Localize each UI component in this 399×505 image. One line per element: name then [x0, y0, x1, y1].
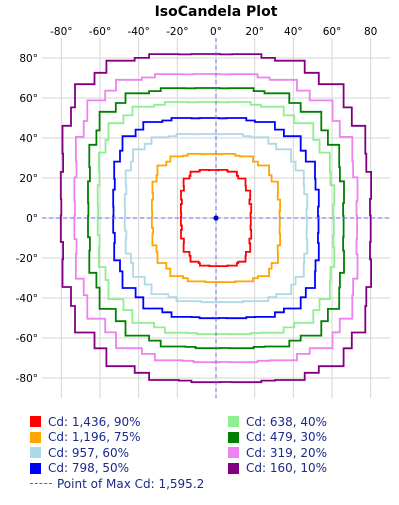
legend-label: Cd: 319, 20%	[246, 445, 328, 460]
legend-label: Cd: 479, 30%	[246, 430, 328, 444]
legend-item-max-point: Point of Max Cd: 1,595.2	[30, 476, 204, 491]
isocandela-chart: IsoCandela Plot -80° -60° -40° -20° 0° 20° 40°…	[16, 4, 390, 398]
max-point-marker	[42, 38, 390, 398]
contour-series	[59, 53, 372, 384]
y-tick-label: 80°	[19, 53, 38, 65]
y-tick-label: 40°	[19, 133, 38, 145]
contour-line	[73, 73, 359, 364]
legend-swatch	[228, 431, 239, 443]
legend-swatch	[228, 462, 239, 474]
legend-dashed-line	[30, 483, 52, 484]
max-point-dot	[213, 215, 219, 221]
y-tick-label: -40°	[16, 293, 38, 305]
contour-line	[180, 169, 253, 267]
legend-label: Cd: 160, 10%	[246, 461, 328, 475]
legend-swatch	[30, 447, 41, 458]
y-tick-label: 0°	[26, 213, 38, 225]
legend-item: Cd: 319, 20%	[228, 445, 327, 460]
x-tick-labels: -80° -60° -40° -20° 0° 20° 40° 60° 80	[50, 26, 377, 38]
legend: Cd: 1,436, 90% Cd: 638, 40% Cd: 1,196, 75%…	[30, 414, 390, 502]
x-tick-label: -60°	[89, 26, 111, 38]
x-tick-label: 20°	[245, 26, 264, 38]
legend-item: Cd: 798, 50%	[30, 461, 129, 476]
x-tick-label: 40°	[284, 26, 303, 38]
x-tick-label: -80°	[50, 26, 72, 38]
legend-label: Cd: 638, 40%	[246, 414, 328, 429]
legend-item: Cd: 638, 40%	[228, 414, 327, 429]
legend-item: Cd: 479, 30%	[228, 430, 327, 445]
y-tick-label: -60°	[16, 333, 38, 345]
legend-label: Cd: 798, 50%	[48, 461, 130, 475]
legend-item: Cd: 1,196, 75%	[30, 430, 141, 445]
y-tick-label: 60°	[19, 93, 38, 105]
x-tick-label: 0°	[210, 26, 222, 38]
legend-label: Cd: 957, 60%	[48, 445, 130, 460]
legend-item: Cd: 957, 60%	[30, 445, 129, 460]
y-tick-label: -20°	[16, 253, 38, 265]
legend-item: Cd: 1,436, 90%	[30, 414, 141, 429]
contour-line	[59, 53, 372, 384]
contour-line	[123, 133, 309, 304]
y-tick-labels: 80° 60° 40° 20° 0° -20° -40° -60° -80°	[16, 53, 38, 385]
contour-line	[96, 101, 336, 336]
legend-label: Point of Max Cd: 1,595.2	[57, 476, 205, 491]
x-tick-label: 80	[364, 26, 377, 38]
x-tick-label: -40°	[127, 26, 149, 38]
contour-line	[151, 153, 281, 283]
legend-item: Cd: 160, 10%	[228, 461, 327, 476]
legend-label: Cd: 1,436, 90%	[48, 414, 141, 429]
x-tick-label: -20°	[166, 26, 188, 38]
contour-line	[112, 117, 320, 320]
chart-title: IsoCandela Plot	[155, 4, 278, 20]
legend-swatch	[30, 416, 41, 427]
legend-label: Cd: 1,196, 75%	[48, 430, 141, 444]
y-tick-label: -80°	[16, 373, 38, 385]
contour-line	[87, 87, 345, 350]
legend-swatch	[228, 416, 239, 427]
x-tick-label: 60°	[323, 26, 342, 38]
legend-swatch	[30, 462, 41, 474]
legend-swatch	[30, 431, 41, 443]
legend-swatch	[228, 447, 239, 458]
y-tick-label: 20°	[19, 173, 38, 185]
